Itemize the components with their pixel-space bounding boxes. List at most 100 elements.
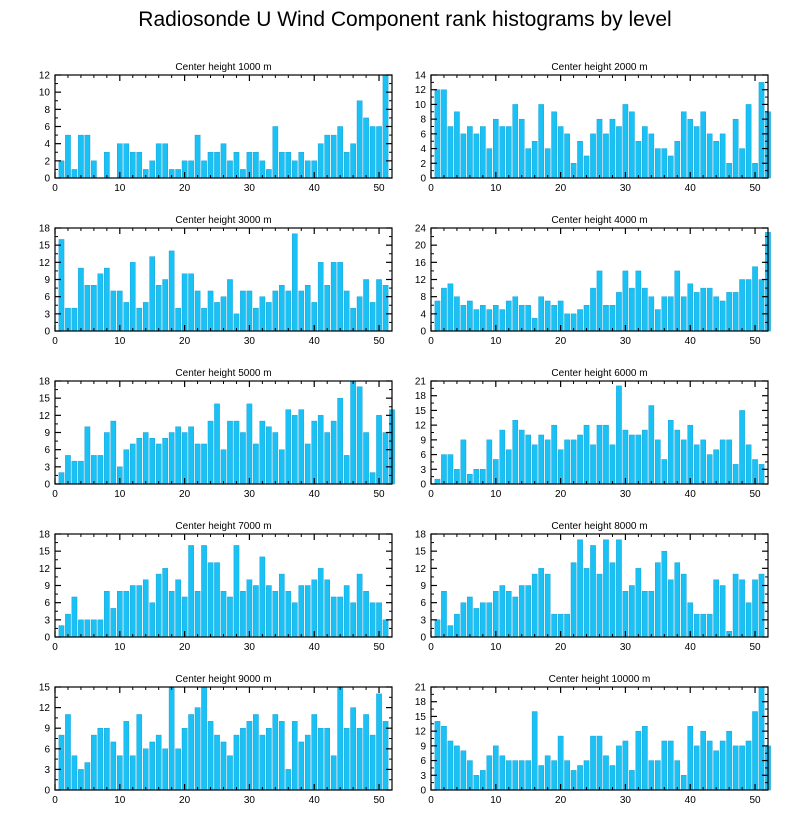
x-tick-label: 50 — [373, 795, 385, 806]
histogram-bar — [155, 143, 162, 179]
histogram-bar — [227, 420, 233, 485]
histogram-bar — [538, 568, 544, 638]
histogram-bar — [642, 126, 648, 179]
x-tick-label: 10 — [114, 489, 126, 500]
histogram-bar — [557, 126, 564, 179]
panel-title: Center height 2000 m — [551, 62, 647, 73]
histogram-bar — [324, 432, 330, 485]
histogram-bar — [188, 714, 194, 791]
histogram-bar — [220, 296, 227, 332]
histogram-bar — [700, 439, 706, 485]
histogram-bar — [655, 148, 661, 179]
histogram-bar — [642, 429, 648, 485]
histogram-bar — [512, 420, 519, 485]
histogram-bar — [246, 290, 253, 332]
y-tick-label: 9 — [420, 581, 426, 592]
histogram-bar — [544, 439, 551, 485]
histogram-bar — [272, 126, 279, 179]
histogram-bar — [680, 775, 687, 791]
x-tick-label: 10 — [490, 489, 502, 500]
histogram-bar — [505, 760, 512, 791]
histogram-bar — [674, 429, 681, 485]
histogram-bar — [84, 426, 91, 485]
x-tick-label: 20 — [555, 336, 567, 347]
histogram-bar — [356, 728, 363, 791]
histogram-bar — [363, 117, 369, 179]
chart-title: Radiosonde U Wind Component rank histogr… — [138, 8, 672, 31]
histogram-bar — [661, 550, 668, 638]
histogram-bar — [745, 279, 752, 332]
histogram-bar — [104, 432, 110, 485]
y-tick-label: 9 — [44, 724, 50, 735]
histogram-bar — [279, 152, 285, 179]
panel-title: Center height 1000 m — [175, 62, 271, 73]
histogram-bar — [188, 545, 194, 638]
histogram-bar — [330, 134, 337, 179]
histogram-bar — [298, 585, 305, 638]
histogram-bar — [376, 279, 382, 332]
histogram-bar — [473, 775, 480, 791]
histogram-bar — [687, 283, 694, 332]
histogram-bar — [304, 160, 311, 179]
y-tick-label: 6 — [44, 598, 50, 609]
histogram-bar — [285, 591, 292, 638]
histogram-bar — [382, 432, 389, 485]
histogram-bar — [609, 305, 616, 332]
histogram-bar — [596, 118, 603, 179]
histogram-bar — [266, 426, 272, 485]
histogram-bar — [337, 397, 343, 485]
histogram-bar — [732, 118, 739, 179]
x-tick-label: 40 — [685, 336, 697, 347]
histogram-bar — [583, 760, 590, 791]
x-tick-label: 30 — [244, 183, 256, 194]
histogram-bar — [356, 573, 363, 638]
histogram-bar — [719, 439, 726, 485]
y-tick-label: 12 — [415, 275, 427, 286]
y-tick-label: 9 — [44, 581, 50, 592]
panel-title: Center height 3000 m — [175, 215, 271, 226]
histogram-bar — [110, 420, 117, 485]
histogram-bar — [285, 152, 292, 179]
histogram-bar — [577, 539, 583, 638]
histogram-bar — [583, 305, 590, 332]
x-tick-label: 40 — [685, 489, 697, 500]
histogram-bar — [674, 270, 681, 332]
histogram-bar — [220, 741, 227, 791]
y-tick-label: 4 — [44, 139, 50, 150]
histogram-bar — [551, 760, 557, 791]
histogram-bar — [350, 307, 356, 332]
histogram-bar — [706, 613, 713, 638]
histogram-bar — [680, 439, 687, 485]
y-tick-label: 15 — [415, 712, 427, 723]
histogram-bar — [447, 740, 454, 791]
histogram-bar — [622, 104, 629, 179]
histogram-bar — [447, 283, 454, 332]
histogram-bar — [460, 602, 467, 638]
y-tick-label: 3 — [44, 765, 50, 776]
x-tick-label: 30 — [244, 642, 256, 653]
y-tick-label: 14 — [415, 71, 427, 82]
y-tick-label: 6 — [420, 756, 426, 767]
y-tick-label: 9 — [420, 741, 426, 752]
y-tick-label: 15 — [39, 683, 51, 694]
y-tick-label: 2 — [420, 159, 426, 170]
histogram-bar — [538, 104, 544, 179]
histogram-bar — [538, 765, 544, 791]
histogram-bar — [739, 410, 745, 485]
x-tick-label: 20 — [179, 489, 191, 500]
histogram-bar — [149, 256, 156, 332]
histogram-bar — [719, 300, 726, 332]
histogram-bar — [590, 287, 596, 332]
histogram-bar — [240, 169, 246, 179]
histogram-bar — [298, 152, 305, 179]
histogram-bar — [117, 591, 123, 638]
histogram-bar — [233, 545, 240, 638]
histogram-bar — [499, 309, 506, 332]
panel-title: Center height 7000 m — [175, 521, 271, 532]
y-tick-label: 9 — [44, 275, 50, 286]
x-tick-label: 10 — [114, 336, 126, 347]
histogram-bar — [460, 439, 467, 485]
histogram-bar — [564, 439, 570, 485]
histogram-bar — [58, 472, 65, 485]
histogram-bar — [291, 721, 298, 791]
